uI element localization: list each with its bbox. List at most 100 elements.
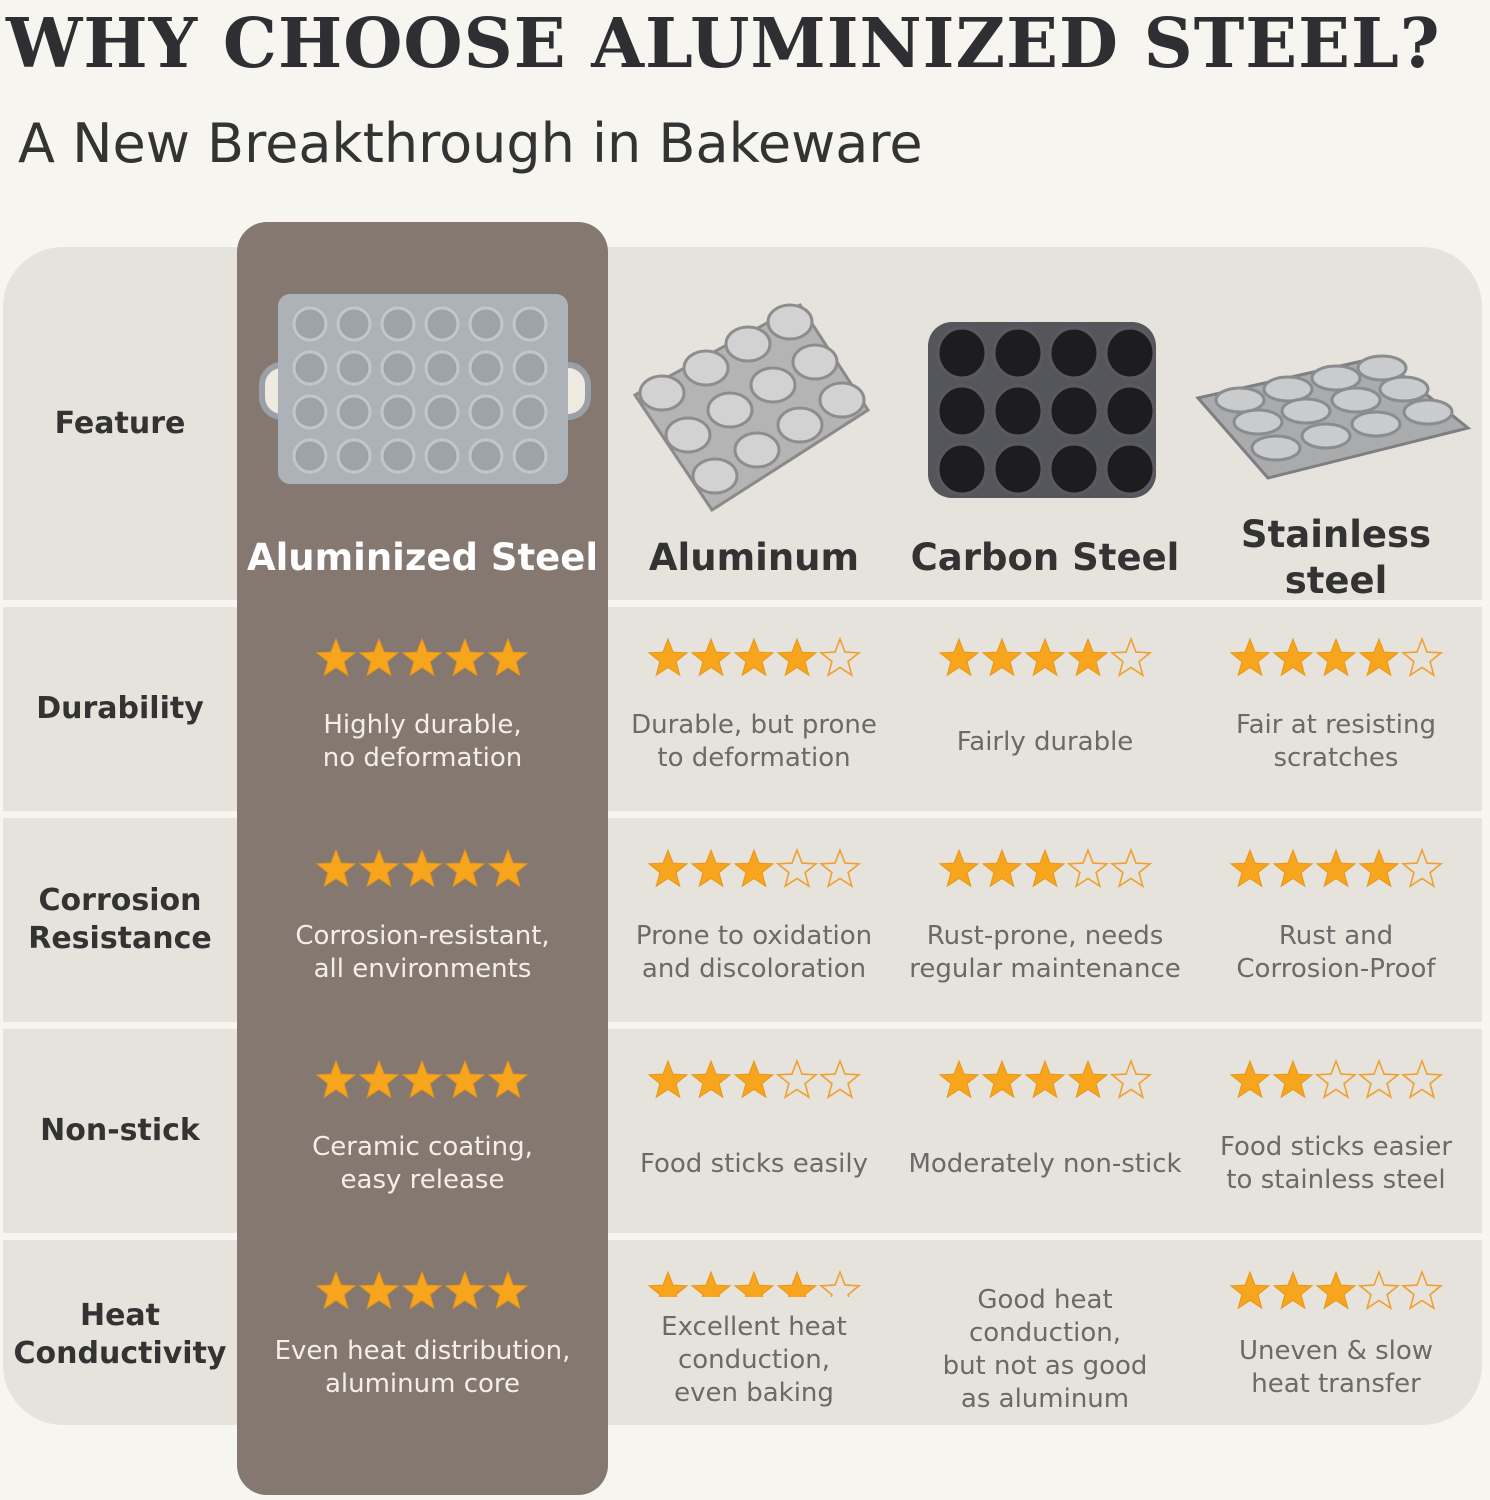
- star-filled: [1315, 1270, 1356, 1310]
- star-filled: [938, 637, 979, 677]
- cell: Excellent heat conduction, even baking: [608, 1240, 900, 1430]
- cell: Food sticks easier to stainless steel: [1190, 1029, 1482, 1233]
- star-rating: [647, 848, 861, 889]
- cell-text: Even heat distribution, aluminum core: [274, 1336, 571, 1399]
- star-rating: [1229, 1270, 1443, 1311]
- star-filled: [1315, 637, 1356, 677]
- star-filled: [358, 637, 400, 677]
- star-filled: [315, 848, 357, 888]
- star-filled: [690, 1059, 731, 1099]
- row-label: Non-stick: [40, 1113, 200, 1148]
- cell-text: Excellent heat conduction, even baking: [661, 1312, 847, 1408]
- star-filled: [487, 848, 529, 888]
- star-filled: [315, 1059, 357, 1099]
- star-filled: [358, 848, 400, 888]
- row-label: Corrosion Resistance: [28, 883, 212, 956]
- star-filled: [1315, 848, 1356, 888]
- star-filled: [690, 848, 731, 888]
- cell-text: Highly durable, no deformation: [322, 710, 523, 773]
- star-empty: [818, 1270, 861, 1297]
- star-filled: [1229, 1059, 1270, 1099]
- star-empty: [1357, 1270, 1400, 1311]
- star-filled: [401, 1270, 443, 1310]
- star-filled: [1272, 848, 1313, 888]
- star-rating: [938, 848, 1152, 889]
- star-filled: [1067, 1059, 1108, 1099]
- star-filled: [690, 637, 731, 677]
- cell: Durable, but prone to deformation: [608, 607, 900, 811]
- cell-text: Rust and Corrosion-Proof: [1236, 921, 1436, 984]
- star-filled: [358, 1059, 400, 1099]
- star-filled: [733, 1270, 774, 1297]
- row-separator: [3, 1022, 1482, 1029]
- star-empty: [1400, 637, 1443, 678]
- star-filled: [647, 848, 688, 888]
- subtitle: A New Breakthrough in Bakeware: [18, 112, 923, 175]
- carbon-steel-pan: [928, 322, 1159, 499]
- star-filled: [315, 637, 357, 677]
- star-rating: [647, 1270, 861, 1297]
- star-filled: [647, 1270, 688, 1297]
- star-rating: [1229, 848, 1443, 889]
- star-empty: [775, 848, 818, 889]
- star-empty: [1400, 848, 1443, 889]
- cell-text: Moderately non-stick: [908, 1148, 1182, 1179]
- star-empty: [775, 1059, 818, 1100]
- star-filled: [1272, 1059, 1313, 1099]
- star-rating: [647, 1059, 861, 1100]
- star-rating: [1229, 1059, 1443, 1100]
- cell: Fair at resisting scratches: [1190, 607, 1482, 811]
- star-empty: [1109, 637, 1152, 678]
- star-rating: [647, 637, 861, 678]
- star-filled: [647, 637, 688, 677]
- cell: Ceramic coating, easy release: [237, 1029, 608, 1233]
- star-rating: [938, 1059, 1152, 1100]
- cell-text: Fair at resisting scratches: [1236, 710, 1436, 773]
- star-rating: [315, 848, 529, 888]
- star-filled: [1067, 637, 1108, 677]
- star-filled: [733, 637, 774, 677]
- star-rating: [315, 637, 529, 677]
- star-filled: [776, 1270, 817, 1297]
- star-empty: [1109, 848, 1152, 889]
- cell: Moderately non-stick: [900, 1029, 1190, 1233]
- star-filled: [1229, 848, 1270, 888]
- cell-text: Good heat conduction, but not as good as…: [942, 1285, 1148, 1414]
- star-filled: [315, 1270, 357, 1310]
- star-rating: [315, 1270, 529, 1310]
- star-filled: [981, 1059, 1022, 1099]
- cell: Rust and Corrosion-Proof: [1190, 818, 1482, 1022]
- cell: Good heat conduction, but not as good as…: [900, 1240, 1190, 1430]
- star-empty: [818, 848, 861, 889]
- star-empty: [818, 1059, 861, 1100]
- star-rating: [315, 1059, 529, 1099]
- cell: Fairly durable: [900, 607, 1190, 811]
- row-separator: [3, 811, 1482, 818]
- cell-text: Uneven & slow heat transfer: [1238, 1336, 1434, 1399]
- cell: Uneven & slow heat transfer: [1190, 1240, 1482, 1430]
- cell-text: Fairly durable: [956, 726, 1134, 757]
- star-filled: [981, 637, 1022, 677]
- star-filled: [1024, 1059, 1065, 1099]
- star-filled: [401, 1059, 443, 1099]
- corner-label: Feature: [54, 405, 186, 441]
- star-filled: [444, 637, 486, 677]
- star-rating: [1229, 637, 1443, 678]
- star-empty: [1066, 848, 1109, 889]
- row-separator: [3, 1233, 1482, 1240]
- star-filled: [1229, 637, 1270, 677]
- cell-text: Ceramic coating, easy release: [312, 1132, 533, 1195]
- column-header: Aluminized Steel: [246, 536, 599, 579]
- title: WHY CHOOSE ALUMINIZED STEEL?: [6, 4, 1441, 84]
- cell: Highly durable, no deformation: [237, 607, 608, 811]
- star-filled: [487, 1059, 529, 1099]
- star-filled: [1272, 637, 1313, 677]
- star-empty: [1314, 1059, 1357, 1100]
- star-filled: [938, 1059, 979, 1099]
- cell-text: Food sticks easier to stainless steel: [1219, 1132, 1453, 1195]
- star-filled: [487, 637, 529, 677]
- cell-text: Prone to oxidation and discoloration: [635, 921, 873, 984]
- cell-text: Corrosion-resistant, all environments: [295, 921, 550, 984]
